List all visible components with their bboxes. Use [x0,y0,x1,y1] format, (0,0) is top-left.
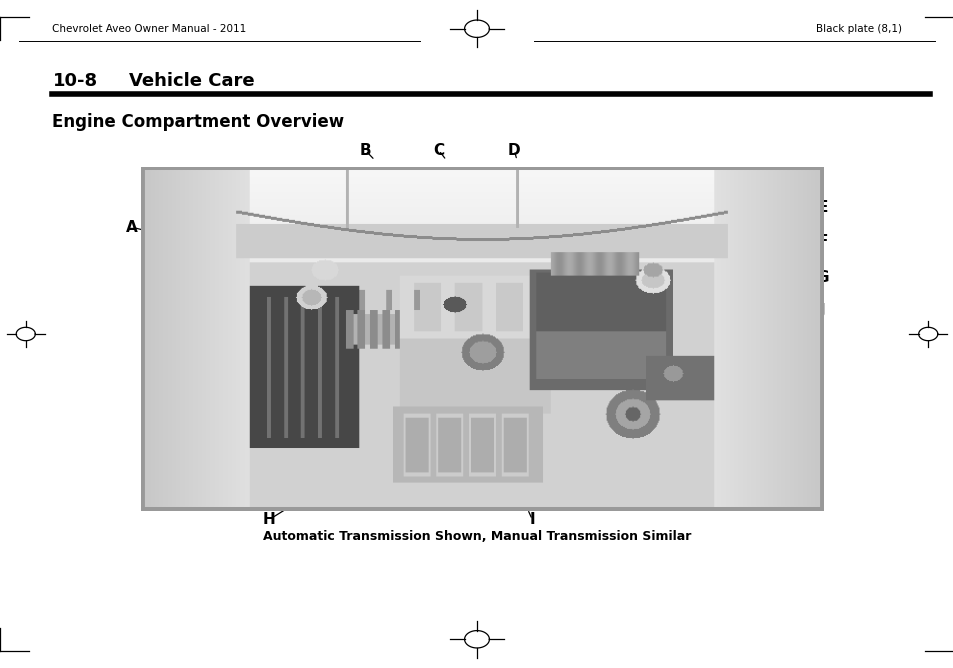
Text: G: G [815,270,828,285]
Text: E: E [817,200,826,214]
Text: J: J [819,303,824,318]
Text: A: A [126,220,137,234]
Text: Vehicle Care: Vehicle Care [129,73,254,90]
Text: Engine Compartment Overview: Engine Compartment Overview [52,113,344,130]
Text: D: D [507,143,520,158]
Text: B: B [359,143,371,158]
Text: Black plate (8,1): Black plate (8,1) [815,24,901,33]
Text: C: C [433,143,444,158]
Text: F: F [817,234,826,249]
Text: Automatic Transmission Shown, Manual Transmission Similar: Automatic Transmission Shown, Manual Tra… [262,530,691,543]
Text: Chevrolet Aveo Owner Manual - 2011: Chevrolet Aveo Owner Manual - 2011 [52,24,247,33]
Text: I: I [529,512,535,527]
Text: 10-8: 10-8 [52,73,97,90]
Text: H: H [262,512,275,527]
